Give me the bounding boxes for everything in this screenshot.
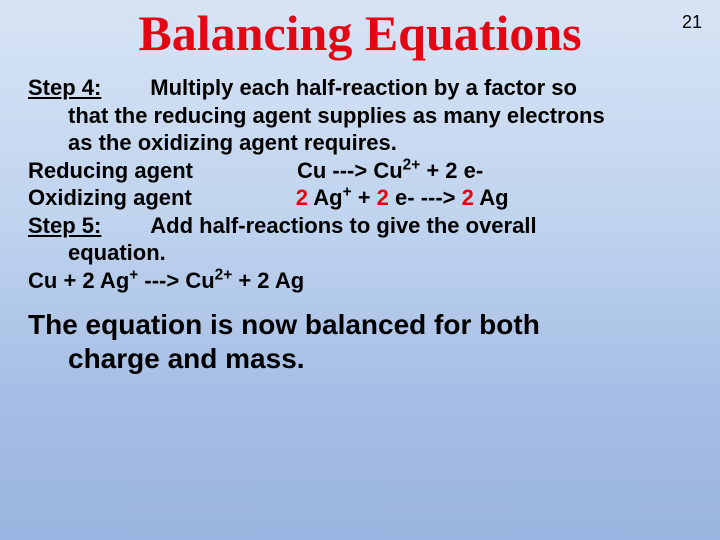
content-block: Step 4: Multiply each half-reaction by a…	[0, 62, 720, 294]
conclusion-line1: The equation is now balanced for both	[28, 308, 692, 342]
slide-title: Balancing Equations	[0, 0, 720, 62]
reducing-reaction-post: + 2 e-	[420, 158, 483, 183]
oxidizing-part1: Ag	[308, 185, 343, 210]
oxidizing-part4: Ag	[474, 185, 509, 210]
step5-label: Step 5:	[28, 213, 101, 238]
overall-arrow: ---> Cu	[138, 268, 214, 293]
step5-text1: Add half-reactions to give the overall	[150, 213, 536, 238]
oxidizing-part2: +	[352, 185, 377, 210]
conclusion-block: The equation is now balanced for both ch…	[0, 294, 720, 375]
conclusion-line2: charge and mass.	[28, 342, 692, 376]
step4-line3: as the oxidizing agent requires.	[28, 129, 692, 157]
oxidizing-label: Oxidizing agent	[28, 185, 192, 210]
step4-label: Step 4:	[28, 75, 101, 100]
overall-sup1: +	[129, 266, 138, 283]
reducing-reaction-pre: Cu ---> Cu	[297, 158, 403, 183]
step4-line1: Step 4: Multiply each half-reaction by a…	[28, 74, 692, 102]
overall-lhs: Cu + 2 Ag	[28, 268, 129, 293]
reducing-line: Reducing agent Cu ---> Cu2+ + 2 e-	[28, 157, 692, 185]
step5-line1: Step 5: Add half-reactions to give the o…	[28, 212, 692, 240]
step4-line2: that the reducing agent supplies as many…	[28, 102, 692, 130]
oxidizing-sup1: +	[343, 184, 352, 201]
page-number: 21	[682, 12, 702, 33]
reducing-sup: 2+	[403, 156, 421, 173]
reducing-label: Reducing agent	[28, 158, 193, 183]
slide: 21 Balancing Equations Step 4: Multiply …	[0, 0, 720, 540]
oxidizing-line: Oxidizing agent 2 Ag+ + 2 e- ---> 2 Ag	[28, 184, 692, 212]
step4-text1: Multiply each half-reaction by a factor …	[150, 75, 577, 100]
overall-sup2: 2+	[215, 266, 233, 283]
overall-rhs: + 2 Ag	[232, 268, 304, 293]
oxidizing-coeff1: 2	[296, 185, 308, 210]
oxidizing-coeff3: 2	[462, 185, 474, 210]
overall-line: Cu + 2 Ag+ ---> Cu2+ + 2 Ag	[28, 267, 692, 295]
oxidizing-part3: e- --->	[389, 185, 462, 210]
oxidizing-coeff2: 2	[377, 185, 389, 210]
step5-line2: equation.	[28, 239, 692, 267]
